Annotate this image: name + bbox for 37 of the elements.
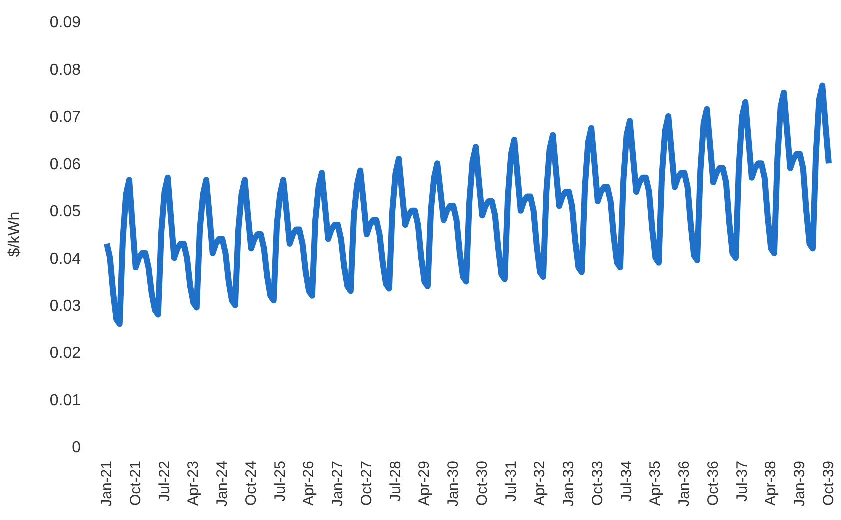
- y-tick-label: 0: [72, 440, 82, 457]
- x-tick-label: Apr-32: [532, 461, 549, 506]
- x-tick-label: Oct-27: [358, 461, 376, 506]
- x-tick-label: Apr-26: [300, 461, 318, 506]
- x-tick-label: Oct-21: [127, 461, 144, 506]
- y-tick-label: 0.06: [50, 156, 82, 174]
- y-tick-label: 0.01: [50, 392, 82, 410]
- x-tick-label: Jul-22: [156, 461, 174, 502]
- y-tick-label: 0.02: [50, 345, 82, 362]
- x-tick-label: Jan-33: [560, 461, 578, 507]
- x-tick-label: Oct-30: [474, 461, 491, 506]
- x-tick-label: Apr-29: [416, 461, 434, 506]
- x-tick-label: Oct-39: [820, 461, 838, 506]
- x-tick-label: Jan-30: [445, 461, 462, 507]
- x-tick-label: Apr-35: [647, 461, 664, 506]
- y-tick-label: 0.03: [50, 298, 82, 316]
- x-tick-label: Apr-23: [185, 461, 202, 506]
- y-tick-label: 0.05: [50, 204, 82, 221]
- x-tick-label: Jul-31: [502, 461, 520, 502]
- x-tick-label: Apr-38: [762, 461, 780, 506]
- y-tick-label: 0.04: [50, 250, 82, 268]
- x-tick-label: Jan-27: [330, 461, 347, 507]
- x-tick-label: Jan-24: [214, 461, 232, 507]
- y-axis-title: $/kWh: [6, 212, 24, 258]
- x-tick-label: Jul-37: [734, 461, 751, 502]
- x-tick-label: Oct-33: [589, 461, 606, 506]
- x-tick-label: Jan-36: [676, 461, 694, 507]
- y-tick-label: 0.08: [50, 62, 82, 79]
- x-tick-label: Jul-28: [387, 461, 404, 502]
- x-tick-label: Jul-25: [272, 461, 289, 502]
- y-tick-label: 0.07: [50, 109, 82, 126]
- x-tick-label: Jan-21: [98, 461, 116, 507]
- x-tick-label: Jan-39: [792, 461, 809, 507]
- x-tick-label: Oct-24: [242, 461, 260, 506]
- x-tick-label: Oct-36: [704, 461, 722, 506]
- y-tick-label: 0.09: [50, 14, 82, 32]
- x-tick-label: Jul-34: [618, 461, 636, 502]
